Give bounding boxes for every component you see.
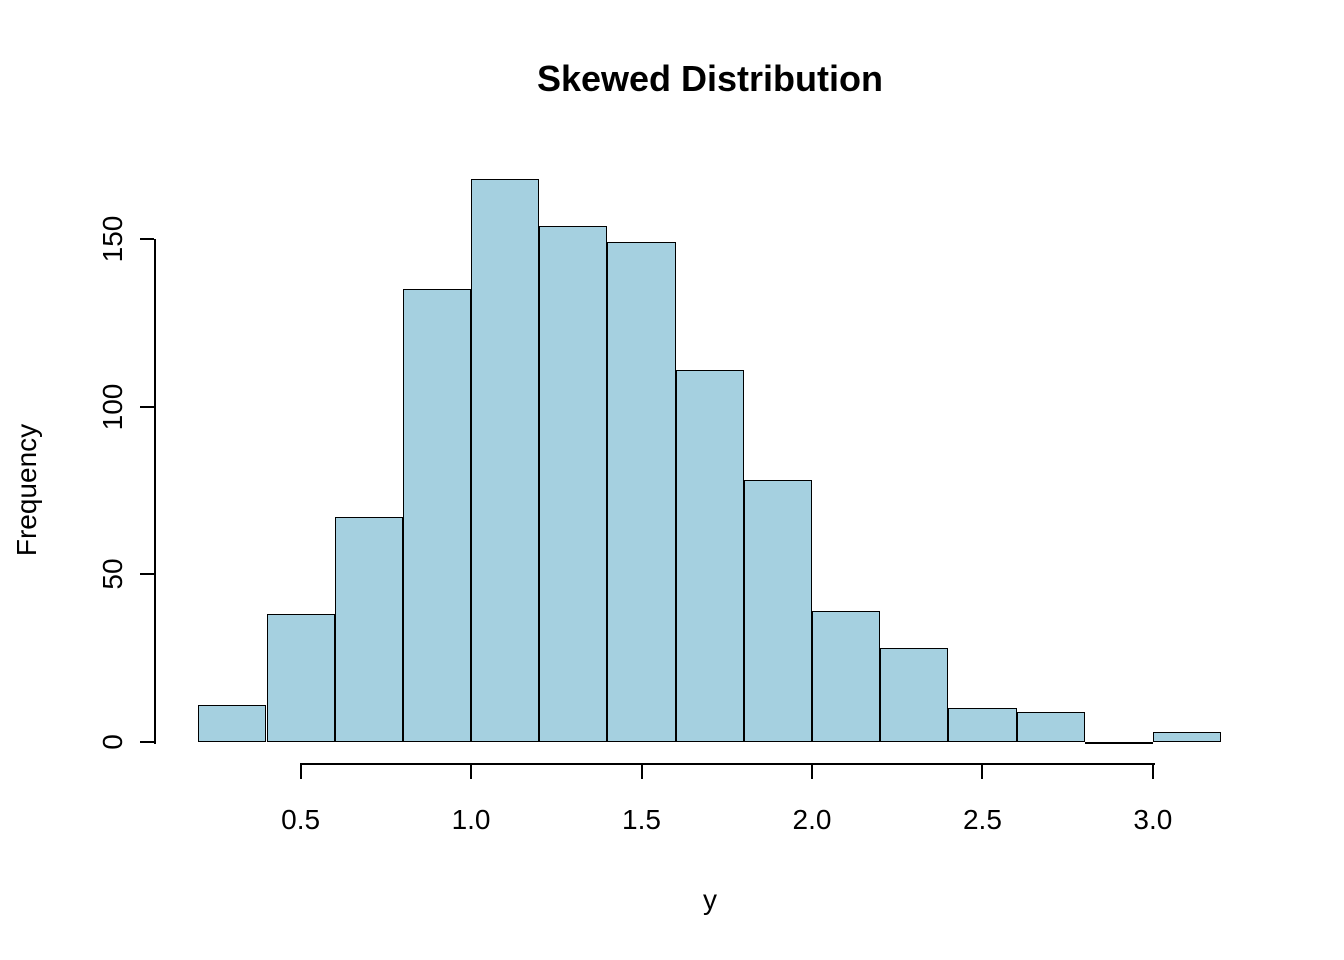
x-axis-tick-label: 2.0 — [792, 804, 832, 835]
x-axis-tick — [640, 763, 643, 780]
x-axis-line — [300, 763, 1155, 766]
histogram-bar — [334, 517, 403, 742]
histogram-bar — [948, 708, 1017, 742]
y-axis-title: Frequency — [11, 423, 42, 557]
histogram-bar — [198, 704, 267, 742]
y-axis-tick-label: 100 — [97, 383, 128, 430]
y-axis-tick — [140, 405, 154, 408]
x-axis-tick — [810, 763, 813, 780]
histogram-bar — [539, 225, 608, 742]
histogram-bar — [471, 178, 540, 742]
x-axis-tick — [981, 763, 984, 780]
y-axis-tick — [140, 238, 154, 240]
histogram-bar — [607, 242, 676, 742]
y-axis-tick — [140, 573, 154, 576]
x-axis-tick-label: 1.5 — [622, 804, 661, 835]
y-axis-line — [154, 239, 156, 744]
y-axis-tick-label: 50 — [97, 558, 128, 590]
histogram-bar — [266, 614, 335, 742]
histogram-bar — [1084, 741, 1153, 744]
histogram-bar — [811, 610, 881, 742]
x-axis-title: y — [703, 884, 717, 915]
histogram-bar — [880, 647, 949, 742]
y-axis-tick-label: 150 — [97, 215, 128, 263]
x-axis-tick — [299, 763, 302, 780]
x-axis-tick — [1151, 763, 1154, 780]
x-axis-tick-label: 1.0 — [451, 804, 491, 835]
histogram-bar — [675, 369, 744, 742]
x-axis-tick-label: 2.5 — [962, 804, 1002, 835]
x-axis-tick-label: 3.0 — [1133, 804, 1173, 835]
x-axis-tick — [470, 763, 473, 780]
x-axis-tick-label: 0.5 — [281, 804, 321, 835]
chart-title: Skewed Distribution — [536, 58, 884, 99]
y-axis-tick-label: 0 — [97, 733, 128, 750]
histogram-bar — [402, 289, 472, 742]
histogram-bar — [743, 480, 812, 742]
y-axis-tick — [140, 740, 154, 743]
histogram-bar — [1016, 711, 1085, 742]
histogram-bar — [1152, 731, 1222, 742]
